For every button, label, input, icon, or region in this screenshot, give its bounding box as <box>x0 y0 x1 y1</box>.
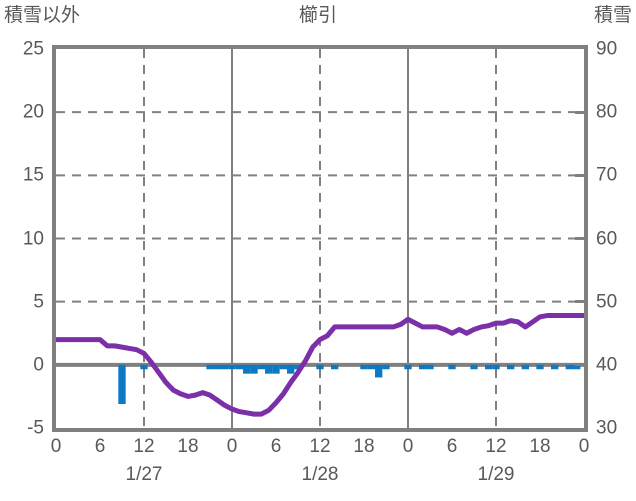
bar <box>521 364 529 370</box>
bar <box>448 364 456 370</box>
bar <box>250 364 258 374</box>
bar <box>331 364 339 370</box>
chart-title: 櫛引 <box>298 5 337 26</box>
tick-mark-left <box>575 363 584 367</box>
x-tick-10: 12 <box>485 436 507 457</box>
right-axis-label: 積雪 <box>593 5 632 26</box>
y-tick-right-70: 70 <box>596 164 618 186</box>
plot-inner <box>56 49 584 428</box>
bar <box>419 364 427 370</box>
y-tick-left-25: 25 <box>22 38 44 60</box>
tick-mark-left <box>575 300 584 304</box>
bar <box>243 364 251 374</box>
bar <box>272 364 280 374</box>
y-tick-left--5: -5 <box>27 417 44 439</box>
tick-mark-left <box>575 110 584 114</box>
x-date-label-1: 1/28 <box>301 464 339 485</box>
bar <box>316 364 324 370</box>
x-date-label-2: 1/29 <box>477 464 515 485</box>
y-tick-right-40: 40 <box>596 354 618 376</box>
bar <box>565 364 573 370</box>
bar <box>382 364 390 370</box>
bar <box>536 364 544 370</box>
y-tick-right-60: 60 <box>596 228 618 249</box>
bar <box>235 364 243 370</box>
bar <box>228 364 236 370</box>
tick-mark-left <box>575 237 584 240</box>
x-tick-0: 0 <box>50 436 62 457</box>
y-tick-left-10: 10 <box>22 228 44 249</box>
x-date-label-0: 1/27 <box>125 464 163 485</box>
x-tick-1: 6 <box>94 436 106 457</box>
bar <box>507 364 515 370</box>
x-tick-5: 6 <box>270 436 282 457</box>
y-tick-right-30: 30 <box>596 417 618 439</box>
bar <box>360 364 368 370</box>
bar <box>213 364 221 370</box>
bar <box>375 364 383 378</box>
x-tick-2: 12 <box>133 436 155 457</box>
x-tick-12: 0 <box>578 436 590 457</box>
bar <box>492 364 500 370</box>
y-tick-left-0: 0 <box>33 354 44 376</box>
y-tick-right-90: 90 <box>596 38 618 60</box>
bar <box>206 364 214 370</box>
bar <box>257 364 265 370</box>
bar <box>221 364 229 370</box>
bar <box>470 364 478 370</box>
bar <box>287 364 295 374</box>
line-series <box>56 313 584 417</box>
chart-svg <box>56 49 584 428</box>
y-tick-left-20: 20 <box>22 101 44 123</box>
bar <box>485 364 493 370</box>
bar-series <box>118 364 581 404</box>
bar <box>279 364 287 370</box>
bar <box>551 364 559 370</box>
bar <box>140 364 148 370</box>
bar <box>367 364 375 370</box>
bar <box>426 364 434 370</box>
left-axis-label: 積雪以外 <box>4 5 81 26</box>
y-tick-left-15: 15 <box>22 164 44 186</box>
bar <box>404 364 412 370</box>
y-tick-right-80: 80 <box>596 101 618 123</box>
x-tick-3: 18 <box>177 436 199 457</box>
x-tick-4: 0 <box>226 436 238 457</box>
x-tick-11: 18 <box>529 436 551 457</box>
bar <box>573 364 581 370</box>
bar <box>265 364 273 374</box>
x-tick-6: 12 <box>309 436 331 457</box>
bar <box>294 364 302 370</box>
plot-area <box>52 45 588 432</box>
y-tick-left-5: 5 <box>33 291 44 313</box>
x-tick-7: 18 <box>353 436 375 457</box>
x-tick-9: 6 <box>446 436 458 457</box>
y-tick-right-50: 50 <box>596 291 618 313</box>
bar <box>118 364 126 404</box>
x-tick-8: 0 <box>402 436 414 457</box>
tick-mark-left <box>575 173 584 177</box>
